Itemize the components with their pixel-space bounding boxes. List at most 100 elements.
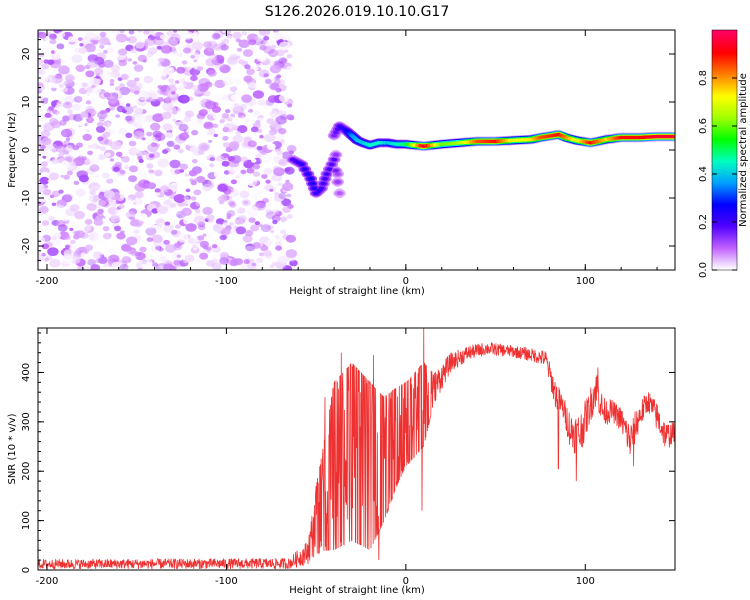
heat-cell xyxy=(148,30,155,35)
heat-cell xyxy=(199,53,204,58)
heat-cell xyxy=(50,52,61,60)
heat-cell xyxy=(192,86,200,92)
heat-cell xyxy=(320,181,327,186)
heat-cell xyxy=(102,226,110,232)
heat-cell xyxy=(232,31,242,39)
heat-cell xyxy=(252,163,261,170)
heat-cell xyxy=(97,136,104,142)
heat-cell xyxy=(67,36,76,43)
heat-cell xyxy=(156,234,165,241)
heat-cell xyxy=(116,169,126,177)
heat-cell xyxy=(119,30,125,34)
heat-cell xyxy=(95,174,100,179)
colorbar-strip xyxy=(712,196,737,199)
heat-cell xyxy=(38,82,46,92)
heat-cell xyxy=(248,146,253,150)
heat-cell xyxy=(51,190,61,198)
colorbar-strip xyxy=(712,110,737,113)
heat-cell xyxy=(170,229,178,235)
heat-cell xyxy=(102,39,111,45)
y-tick-label: 0 xyxy=(21,567,32,573)
heat-cell xyxy=(278,128,287,135)
heat-cell xyxy=(258,99,267,106)
heat-cell xyxy=(109,122,122,132)
colorbar-strip xyxy=(712,102,737,105)
colorbar-strip xyxy=(712,264,737,267)
heat-cell xyxy=(86,167,96,175)
colorbar-strip xyxy=(712,244,737,247)
heat-cell xyxy=(263,36,270,41)
heat-cell xyxy=(157,63,162,67)
heat-cell xyxy=(225,109,231,114)
heat-cell xyxy=(109,248,116,254)
heat-cell xyxy=(263,222,273,230)
heat-cell xyxy=(159,34,167,40)
heat-cell xyxy=(248,82,257,89)
heat-cell xyxy=(90,264,101,270)
heat-cell xyxy=(179,39,185,44)
heat-cell xyxy=(261,174,268,179)
heat-cell xyxy=(95,73,100,77)
heat-cell xyxy=(276,74,282,79)
heat-cell xyxy=(212,43,222,51)
heat-cell xyxy=(99,44,105,49)
colorbar-strip xyxy=(712,86,737,89)
heat-cell xyxy=(125,132,133,138)
heat-cell xyxy=(258,30,271,37)
colorbar-strip xyxy=(712,162,737,165)
heat-cell xyxy=(99,109,106,115)
colorbar-strip xyxy=(712,142,737,145)
colorbar-strip xyxy=(712,122,737,125)
heat-cell xyxy=(193,215,206,225)
heat-cell xyxy=(178,94,190,104)
colorbar-strip xyxy=(712,138,737,141)
heat-cell xyxy=(65,145,74,152)
heat-cell xyxy=(208,218,214,223)
heat-cell xyxy=(145,227,157,236)
heat-cell xyxy=(151,208,159,214)
heat-cell xyxy=(62,216,69,222)
heat-cell xyxy=(246,167,255,174)
heat-cell xyxy=(95,75,101,79)
heat-cell xyxy=(207,47,214,52)
heat-cell xyxy=(106,46,115,53)
heat-cell xyxy=(139,246,147,253)
heat-cell xyxy=(69,227,74,231)
heat-cell xyxy=(99,31,107,37)
heat-cell xyxy=(285,179,290,184)
heat-cell xyxy=(48,172,59,181)
colorbar-strip xyxy=(712,178,737,181)
heat-cell xyxy=(151,65,158,70)
y-tick-label: -20 xyxy=(21,238,32,254)
heat-cell xyxy=(98,200,106,207)
heat-cell xyxy=(213,171,224,179)
heat-cell xyxy=(163,263,175,270)
y-tick-label: 20 xyxy=(21,48,32,61)
heat-cell xyxy=(286,193,292,198)
heat-cell xyxy=(102,263,108,268)
heat-cell xyxy=(328,162,335,167)
heat-cell xyxy=(282,36,288,41)
heat-cell xyxy=(52,236,57,240)
y-tick-label: 10 xyxy=(21,96,32,109)
heat-cell xyxy=(199,101,203,105)
heat-cell xyxy=(147,163,154,169)
colorbar-strip xyxy=(712,108,737,111)
heat-cell xyxy=(112,92,118,97)
x-tick-label: 0 xyxy=(403,276,409,287)
heat-cell xyxy=(145,85,153,91)
heat-cell xyxy=(266,143,276,150)
heat-cell xyxy=(181,207,192,216)
heat-cell xyxy=(235,218,244,225)
heat-cell xyxy=(38,150,44,157)
heat-cell xyxy=(68,161,77,167)
heat-cell xyxy=(114,225,122,232)
heat-cell xyxy=(137,82,144,88)
heat-cell xyxy=(125,211,136,219)
heat-cell xyxy=(144,37,156,46)
heat-cell xyxy=(130,48,138,54)
heat-cell xyxy=(53,227,59,231)
heat-cell xyxy=(53,50,61,56)
heat-cell xyxy=(221,113,230,119)
heat-cell xyxy=(304,172,311,176)
